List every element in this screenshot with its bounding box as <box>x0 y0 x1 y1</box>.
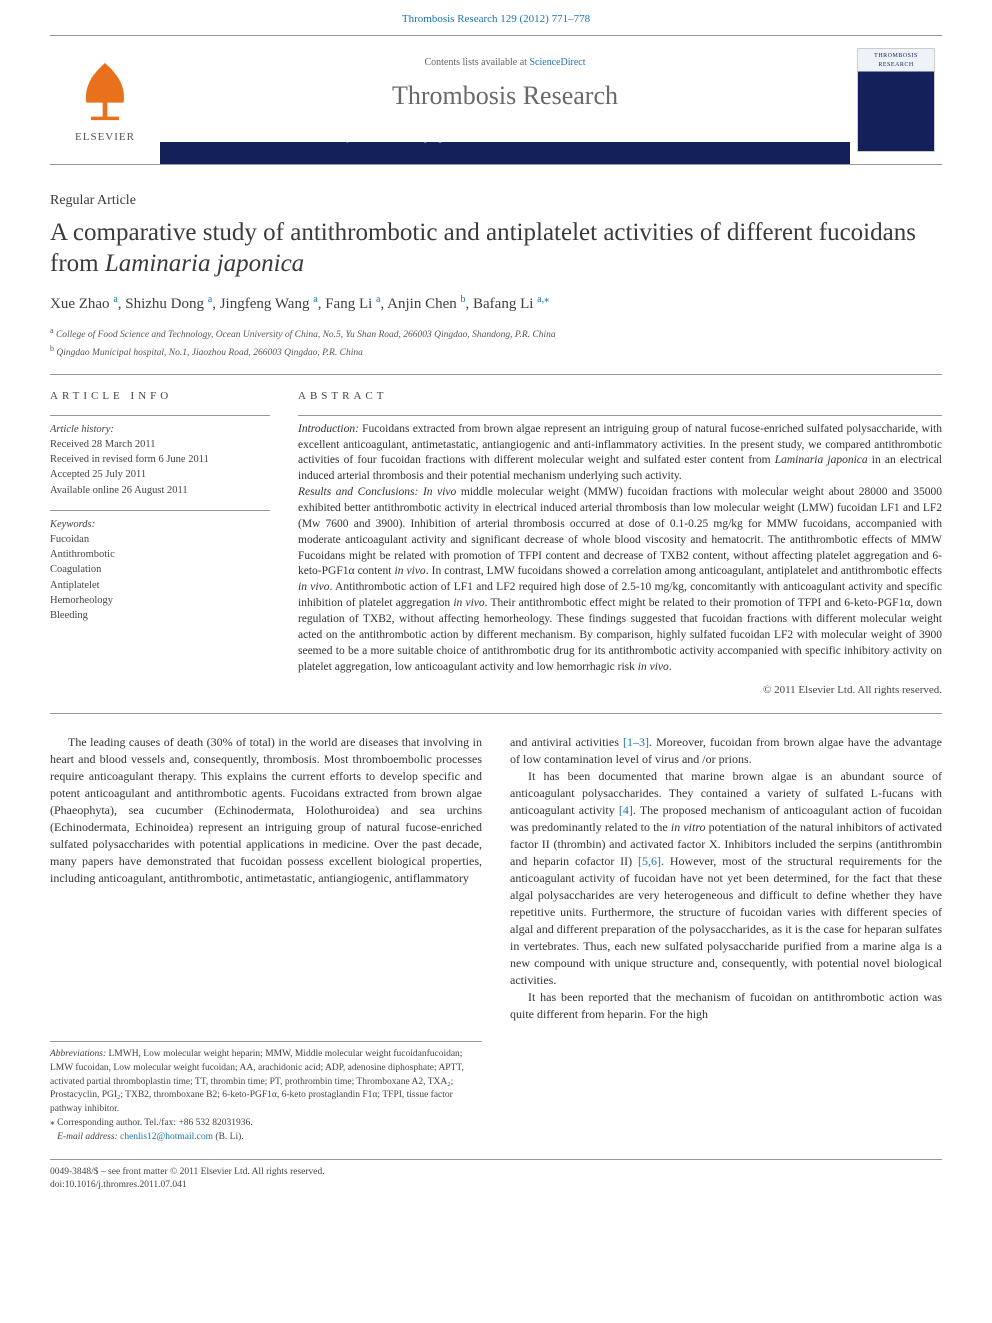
br-p2d: . However, most of the structural requir… <box>510 854 942 987</box>
publisher-name: ELSEVIER <box>75 130 135 145</box>
citation-anchor[interactable]: Thrombosis Research 129 (2012) 771–778 <box>402 13 590 25</box>
title-species: Laminaria japonica <box>105 250 304 277</box>
author-name: Fang Li <box>325 296 372 312</box>
results-t2: middle molecular weight (MMW) fucoidan f… <box>298 486 942 577</box>
keyword-item: Bleeding <box>50 608 270 623</box>
keyword-item: Antiplatelet <box>50 578 270 593</box>
journal-header: ELSEVIER Contents lists available at Sci… <box>50 35 942 165</box>
abstract-text: Introduction: Fucoidans extracted from b… <box>298 415 942 699</box>
ref-1-3[interactable]: [1–3] <box>623 735 649 749</box>
journal-name: Thrombosis Research <box>392 78 618 114</box>
results-invivo1: in vivo <box>395 565 426 577</box>
keyword-item: Fucoidan <box>50 532 270 547</box>
divider-top <box>50 374 942 375</box>
homepage-line: journal homepage: www.elsevier.com/locat… <box>347 131 663 145</box>
author-name: Xue Zhao <box>50 296 110 312</box>
elsevier-tree-icon <box>70 56 140 126</box>
keyword-item: Coagulation <box>50 562 270 577</box>
results-label: Results and Conclusions: <box>298 486 418 498</box>
body-right-p2: It has been documented that marine brown… <box>510 768 942 989</box>
footer-block: Abbreviations: LMWH, Low molecular weigh… <box>50 1041 942 1144</box>
history-line: Available online 26 August 2011 <box>50 483 270 498</box>
body-right-p1: and antiviral activities [1–3]. Moreover… <box>510 734 942 768</box>
citation-link: Thrombosis Research 129 (2012) 771–778 <box>0 0 992 35</box>
results-invivo4: in vivo <box>638 661 669 673</box>
keyword-item: Antithrombotic <box>50 547 270 562</box>
ref-5-6[interactable]: [5,6] <box>638 854 661 868</box>
affiliations: a College of Food Science and Technology… <box>50 325 942 360</box>
body-col-right: and antiviral activities [1–3]. Moreover… <box>510 734 942 1024</box>
footer-right-spacer <box>510 1041 942 1144</box>
results-tail: . <box>669 661 672 673</box>
br-invitro: in vitro <box>671 820 706 834</box>
results-t3: . In contrast, LMW fucoidans showed a co… <box>426 565 942 577</box>
abstract-col: abstract Introduction: Fucoidans extract… <box>298 389 942 698</box>
author-name: Bafang Li <box>473 296 533 312</box>
author-name: Jingfeng Wang <box>220 296 310 312</box>
corr-line: ⁎ Corresponding author. Tel./fax: +86 53… <box>50 1117 482 1131</box>
contents-text: Contents lists available at <box>424 57 529 68</box>
history-title: Article history: <box>50 422 270 437</box>
bottom-bar: 0049-3848/$ – see front matter © 2011 El… <box>50 1159 942 1193</box>
cover-thumb-label: THROMBOSIS RESEARCH <box>858 52 934 69</box>
results-invivo0: In vivo <box>418 486 456 498</box>
author-name: Anjin Chen <box>387 296 457 312</box>
body-right-p3: It has been reported that the mechanism … <box>510 989 942 1023</box>
divider-mid <box>50 713 942 714</box>
keyword-item: Hemorheology <box>50 593 270 608</box>
body-left-p1: The leading causes of death (30% of tota… <box>50 734 482 887</box>
cover-thumbnail: THROMBOSIS RESEARCH <box>857 48 935 152</box>
author-aff-mark: b <box>461 294 466 305</box>
doi-line: doi:10.1016/j.thromres.2011.07.041 <box>50 1179 942 1192</box>
abbrev-label: Abbreviations: <box>50 1049 106 1059</box>
body-col-left: The leading causes of death (30% of tota… <box>50 734 482 1024</box>
history-line: Received in revised form 6 June 2011 <box>50 452 270 467</box>
article-info-heading: article info <box>50 389 270 404</box>
header-center: Contents lists available at ScienceDirec… <box>160 36 850 164</box>
keywords-block: Keywords: FucoidanAntithromboticCoagulat… <box>50 510 270 624</box>
author-aff-mark: a <box>113 294 117 305</box>
br-p1a: and antiviral activities <box>510 735 623 749</box>
abstract-copyright: © 2011 Elsevier Ltd. All rights reserved… <box>298 683 942 698</box>
history-line: Received 28 March 2011 <box>50 437 270 452</box>
history-line: Accepted 25 July 2011 <box>50 467 270 482</box>
corresponding-star-icon: ⁎ <box>544 294 549 305</box>
article-title: A comparative study of antithrombotic an… <box>50 217 942 280</box>
front-matter-line: 0049-3848/$ – see front matter © 2011 El… <box>50 1166 942 1179</box>
body-columns: The leading causes of death (30% of tota… <box>50 734 942 1024</box>
cover-box: THROMBOSIS RESEARCH <box>850 36 942 164</box>
abbrev-text: LMWH, Low molecular weight heparin; MMW,… <box>50 1049 464 1114</box>
intro-species: Laminaria japonica <box>775 454 868 466</box>
email-label: E-mail address: <box>57 1132 118 1142</box>
affiliation-line: b Qingdao Municipal hospital, No.1, Jiao… <box>50 343 942 360</box>
author-aff-mark: a <box>313 294 317 305</box>
keywords-title: Keywords: <box>50 517 270 532</box>
publisher-logo-box: ELSEVIER <box>50 36 160 164</box>
results-invivo2: in vivo <box>298 581 329 593</box>
intro-label: Introduction: <box>298 423 359 435</box>
abbrev-block: Abbreviations: LMWH, Low molecular weigh… <box>50 1048 482 1117</box>
email-line: E-mail address: chenlis12@hotmail.com (B… <box>50 1131 482 1145</box>
sciencedirect-link[interactable]: ScienceDirect <box>529 57 585 68</box>
email-link[interactable]: chenlis12@hotmail.com <box>120 1132 213 1142</box>
ref-4[interactable]: [4] <box>619 803 633 817</box>
article-type: Regular Article <box>50 191 942 211</box>
author-aff-mark: a <box>208 294 212 305</box>
article-history-block: Article history: Received 28 March 2011R… <box>50 415 270 498</box>
email-tail: (B. Li). <box>213 1132 244 1142</box>
article-info-col: article info Article history: Received 2… <box>50 389 270 698</box>
footnotes: Abbreviations: LMWH, Low molecular weigh… <box>50 1041 482 1144</box>
results-invivo3: in vivo <box>453 597 484 609</box>
affiliation-line: a College of Food Science and Technology… <box>50 325 942 342</box>
info-abstract-row: article info Article history: Received 2… <box>50 389 942 698</box>
authors-line: Xue Zhao a, Shizhu Dong a, Jingfeng Wang… <box>50 293 942 315</box>
contents-line: Contents lists available at ScienceDirec… <box>424 56 585 70</box>
author-aff-mark: a <box>376 294 380 305</box>
abstract-heading: abstract <box>298 389 942 404</box>
author-name: Shizhu Dong <box>125 296 204 312</box>
